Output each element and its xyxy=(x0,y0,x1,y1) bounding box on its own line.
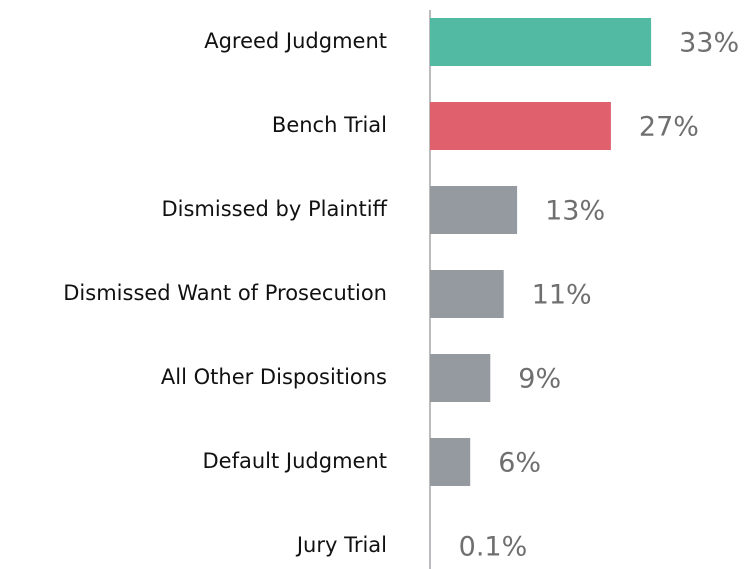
category-label: Jury Trial xyxy=(295,533,387,557)
bar xyxy=(430,270,504,318)
category-label: Dismissed Want of Prosecution xyxy=(63,281,387,305)
value-label: 13% xyxy=(545,196,605,227)
category-label: All Other Dispositions xyxy=(161,365,387,389)
category-label: Default Judgment xyxy=(203,449,388,473)
value-label: 11% xyxy=(532,280,592,311)
category-label: Dismissed by Plaintiff xyxy=(161,197,387,221)
bar xyxy=(430,438,471,486)
bar xyxy=(430,522,431,569)
category-label: Bench Trial xyxy=(272,113,387,137)
bar xyxy=(430,186,518,234)
value-label: 9% xyxy=(518,364,561,395)
value-label: 27% xyxy=(639,112,699,143)
category-label: Agreed Judgment xyxy=(204,29,387,53)
value-label: 6% xyxy=(498,448,541,479)
bar xyxy=(430,102,611,150)
bar xyxy=(430,18,652,66)
value-label: 33% xyxy=(679,28,739,59)
bar xyxy=(430,354,491,402)
value-label: 0.1% xyxy=(459,532,528,563)
